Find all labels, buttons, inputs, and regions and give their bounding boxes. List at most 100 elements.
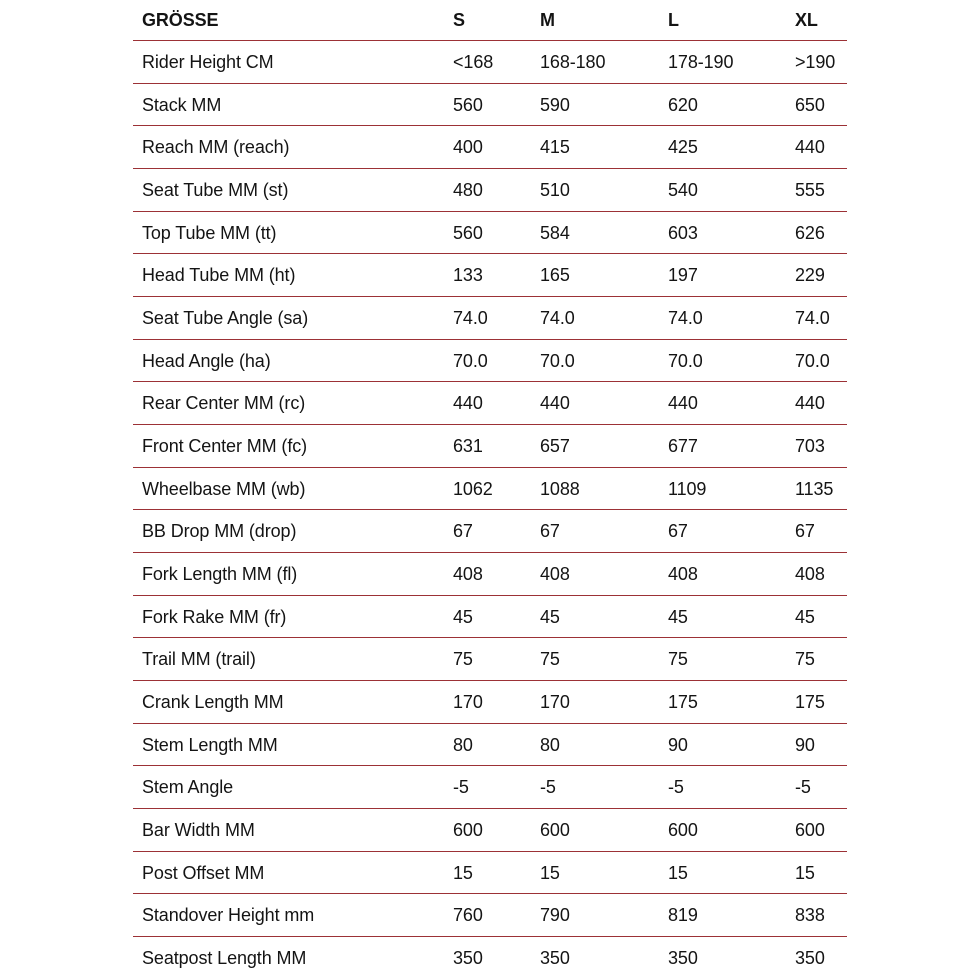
- column-header-size-m: M: [540, 10, 555, 30]
- cell-value-m: 70.0: [540, 350, 575, 371]
- row-label: Stem Length MM: [142, 734, 278, 755]
- table-row: Trail MM (trail) 75 75 75 75: [133, 638, 847, 682]
- cell-value-m: 75: [540, 649, 560, 670]
- cell-value-xl: 555: [795, 179, 825, 200]
- row-label: Fork Length MM (fl): [142, 563, 298, 584]
- table-row: Stem Length MM 80 80 90 90: [133, 724, 847, 767]
- table-row: Bar Width MM 600 600 600 600: [133, 809, 847, 852]
- table-row: Top Tube MM (tt) 560 584 603 626: [133, 212, 847, 255]
- table-row: Head Angle (ha) 70.0 70.0 70.0 70.0: [133, 340, 847, 383]
- column-header-size-s: S: [453, 10, 465, 30]
- table-row: Post Offset MM 15 15 15 15: [133, 852, 847, 895]
- row-label: Reach MM (reach): [142, 137, 290, 158]
- cell-value-m: 415: [540, 137, 570, 158]
- table-row: Seatpost Length MM 350 350 350 350: [133, 937, 847, 980]
- cell-value-s: 70.0: [453, 350, 488, 371]
- cell-value-l: 408: [668, 563, 698, 584]
- table-row: Front Center MM (fc) 631 657 677 703: [133, 425, 847, 468]
- table-row: Crank Length MM 170 170 175 175: [133, 681, 847, 724]
- cell-value-s: 170: [453, 691, 483, 712]
- cell-value-m: 67: [540, 521, 560, 542]
- cell-value-m: 15: [540, 862, 560, 883]
- table-row: Rider Height CM <168 168-180 178-190 >19…: [133, 41, 847, 84]
- cell-value-l: 74.0: [668, 307, 703, 328]
- cell-value-m: 408: [540, 563, 570, 584]
- row-label: Stem Angle: [142, 777, 234, 798]
- cell-value-m: 1088: [540, 478, 580, 499]
- cell-value-l: 67: [668, 521, 688, 542]
- cell-value-l: 175: [668, 691, 698, 712]
- cell-value-s: 133: [453, 265, 483, 286]
- cell-value-m: 590: [540, 94, 570, 115]
- cell-value-s: 480: [453, 179, 483, 200]
- cell-value-s: 80: [453, 734, 473, 755]
- cell-value-s: 67: [453, 521, 473, 542]
- cell-value-s: 631: [453, 435, 483, 456]
- cell-value-l: 440: [668, 393, 698, 414]
- row-label: Wheelbase MM (wb): [142, 478, 306, 499]
- table-row: Wheelbase MM (wb) 1062 1088 1109 1135: [133, 468, 847, 511]
- table-row: Fork Length MM (fl) 408 408 408 408: [133, 553, 847, 596]
- row-label: Seat Tube MM (st): [142, 179, 289, 200]
- cell-value-m: 165: [540, 265, 570, 286]
- cell-value-xl: 15: [795, 862, 815, 883]
- table-row: Stem Angle -5 -5 -5 -5: [133, 766, 847, 810]
- row-label: Rider Height CM: [142, 51, 274, 72]
- column-header-size-xl: XL: [795, 10, 818, 30]
- cell-value-m: 510: [540, 179, 570, 200]
- cell-value-m: 600: [540, 819, 570, 840]
- cell-value-m: 168-180: [540, 51, 606, 72]
- cell-value-l: 425: [668, 137, 698, 158]
- table-row: Seat Tube Angle (sa) 74.0 74.0 74.0 74.0: [133, 297, 847, 340]
- row-label: Trail MM (trail): [142, 649, 256, 670]
- cell-value-m: 80: [540, 734, 560, 755]
- cell-value-s: 560: [453, 222, 483, 243]
- cell-value-xl: 650: [795, 94, 825, 115]
- cell-value-l: 178-190: [668, 51, 734, 72]
- row-label: Standover Height mm: [142, 905, 315, 926]
- cell-value-s: 350: [453, 948, 483, 969]
- cell-value-xl: 74.0: [795, 307, 830, 328]
- cell-value-s: 45: [453, 606, 473, 627]
- cell-value-s: 560: [453, 94, 483, 115]
- cell-value-s: -5: [453, 777, 469, 798]
- cell-value-l: 90: [668, 734, 688, 755]
- row-label: Rear Center MM (rc): [142, 393, 306, 414]
- cell-value-m: 74.0: [540, 307, 575, 328]
- cell-value-l: -5: [668, 777, 684, 798]
- row-label: Bar Width MM: [142, 819, 255, 840]
- cell-value-xl: 703: [795, 435, 825, 456]
- cell-value-s: 440: [453, 393, 483, 414]
- table-row: Standover Height mm 760 790 819 838: [133, 894, 847, 938]
- cell-value-xl: 408: [795, 563, 825, 584]
- cell-value-m: -5: [540, 777, 556, 798]
- table-row: Seat Tube MM (st) 480 510 540 555: [133, 169, 847, 212]
- row-label: Seatpost Length MM: [142, 948, 307, 969]
- table-row: BB Drop MM (drop) 67 67 67 67: [133, 510, 847, 554]
- cell-value-xl: 440: [795, 137, 825, 158]
- cell-value-m: 45: [540, 606, 560, 627]
- cell-value-xl: 75: [795, 649, 815, 670]
- table-body: Rider Height CM <168 168-180 178-190 >19…: [133, 41, 847, 980]
- column-header-groesse: GRÖSSE: [142, 10, 219, 30]
- cell-value-m: 790: [540, 905, 570, 926]
- cell-value-xl: 175: [795, 691, 825, 712]
- cell-value-s: 74.0: [453, 307, 488, 328]
- cell-value-l: 819: [668, 905, 698, 926]
- row-label: Fork Rake MM (fr): [142, 606, 287, 627]
- row-label: Front Center MM (fc): [142, 435, 308, 456]
- cell-value-l: 620: [668, 94, 698, 115]
- cell-value-xl: 90: [795, 734, 815, 755]
- cell-value-xl: 626: [795, 222, 825, 243]
- row-label: Seat Tube Angle (sa): [142, 307, 309, 328]
- cell-value-s: 1062: [453, 478, 493, 499]
- cell-value-s: 760: [453, 905, 483, 926]
- cell-value-m: 170: [540, 691, 570, 712]
- cell-value-xl: 70.0: [795, 350, 830, 371]
- cell-value-l: 75: [668, 649, 688, 670]
- geometry-size-table: GRÖSSE S M L XL Rider Height CM <168 168…: [133, 0, 847, 980]
- row-label: Stack MM: [142, 94, 222, 115]
- cell-value-s: 600: [453, 819, 483, 840]
- row-label: Crank Length MM: [142, 691, 284, 712]
- cell-value-s: 15: [453, 862, 473, 883]
